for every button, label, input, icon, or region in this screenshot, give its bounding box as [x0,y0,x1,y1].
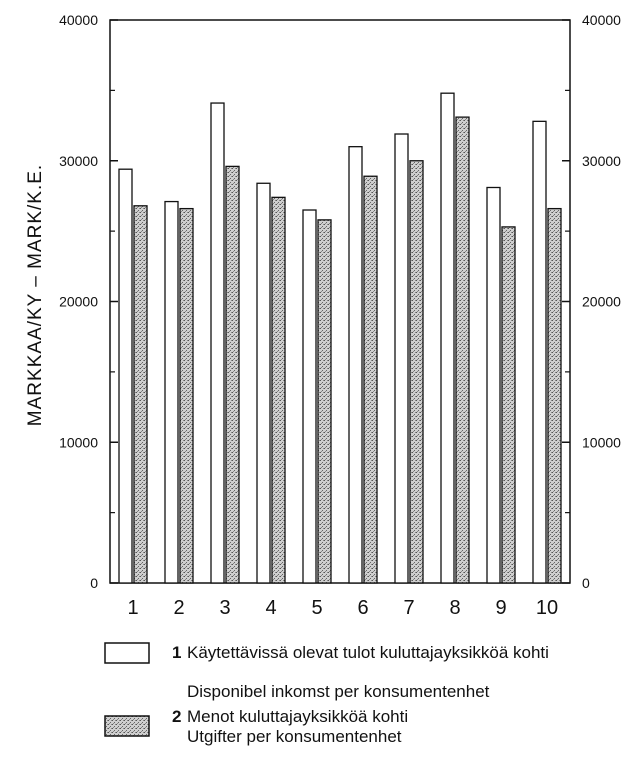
bar-series-2-cat-6 [363,175,378,584]
bar-series-1-cat-3 [210,102,225,584]
y-tick-label-right-40000: 40000 [582,12,621,28]
bar-series-1-cat-2 [164,200,179,584]
x-tick-label-1: 1 [127,597,138,619]
x-tick-label-10: 10 [536,597,558,619]
bar-series-2-cat-5 [317,219,332,584]
bar-series-1-cat-4 [256,182,271,584]
bar-series-1-cat-1 [118,168,133,584]
x-tick-label-6: 6 [357,597,368,619]
x-tick-label-7: 7 [403,597,414,619]
legend-swatch-series-1 [104,642,150,664]
legend-swatch-series-2 [104,715,150,737]
legend-label-alt-series-2: Utgifter per konsumentenhet [187,727,402,746]
y-axis-label: MARKKAA/KY – MARK/K.E. [25,164,46,426]
bar-series-2-cat-9 [501,226,516,584]
bar-series-1-cat-10 [532,120,547,584]
x-tick-label-2: 2 [173,597,184,619]
x-tick-label-8: 8 [449,597,460,619]
x-axis: 1 2 3 4 5 6 7 8 9 10 [127,597,558,619]
legend: 1 Käytettävissä olevat tulot kuluttajayk… [104,642,549,746]
x-tick-label-4: 4 [265,597,276,619]
y-tick-label-left-40000: 40000 [59,12,98,28]
y-tick-label-right-10000: 10000 [582,434,621,450]
x-tick-label-9: 9 [495,597,506,619]
y-axis-left: 0 10000 20000 30000 40000 [59,12,118,591]
legend-number-series-2: 2 [172,707,181,726]
bar-series-1-cat-7 [394,133,409,584]
bar-series-2-cat-4 [271,196,286,584]
bar-series-2-cat-2 [179,207,194,584]
y-tick-label-right-30000: 30000 [582,153,621,169]
y-tick-label-left-30000: 30000 [59,153,98,169]
bars-group [118,92,562,584]
bar-series-1-cat-9 [486,186,501,584]
bar-series-1-cat-6 [348,146,363,584]
y-tick-label-right-20000: 20000 [582,294,621,310]
y-tick-label-right-0: 0 [582,575,590,591]
legend-number-series-1: 1 [172,643,181,662]
bar-series-1-cat-8 [440,92,455,584]
bar-series-2-cat-10 [547,207,562,584]
x-tick-label-3: 3 [219,597,230,619]
legend-label-series-2: Menot kuluttajayksikköä kohti [187,707,408,726]
bar-series-2-cat-1 [133,205,148,584]
bar-series-2-cat-3 [225,165,240,584]
x-tick-label-5: 5 [311,597,322,619]
y-axis-right: 0 10000 20000 30000 40000 [562,12,621,591]
legend-label-alt-series-1: Disponibel inkomst per konsumentenhet [187,682,490,701]
y-tick-label-left-0: 0 [90,575,98,591]
bar-series-2-cat-7 [409,160,424,584]
bar-series-2-cat-8 [455,116,470,584]
bar-series-1-cat-5 [302,209,317,584]
plot-area-frame [109,19,571,584]
legend-label-series-1: Käytettävissä olevat tulot kuluttajayksi… [187,643,549,662]
y-tick-label-left-10000: 10000 [59,434,98,450]
y-tick-label-left-20000: 20000 [59,294,98,310]
